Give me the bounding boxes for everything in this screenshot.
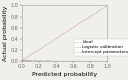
Legend: Ideal, Logistic calibration, Intercept parameters: Ideal, Logistic calibration, Intercept p…	[74, 39, 128, 56]
X-axis label: Predicted probability: Predicted probability	[32, 72, 97, 77]
Y-axis label: Actual probability: Actual probability	[3, 5, 8, 61]
